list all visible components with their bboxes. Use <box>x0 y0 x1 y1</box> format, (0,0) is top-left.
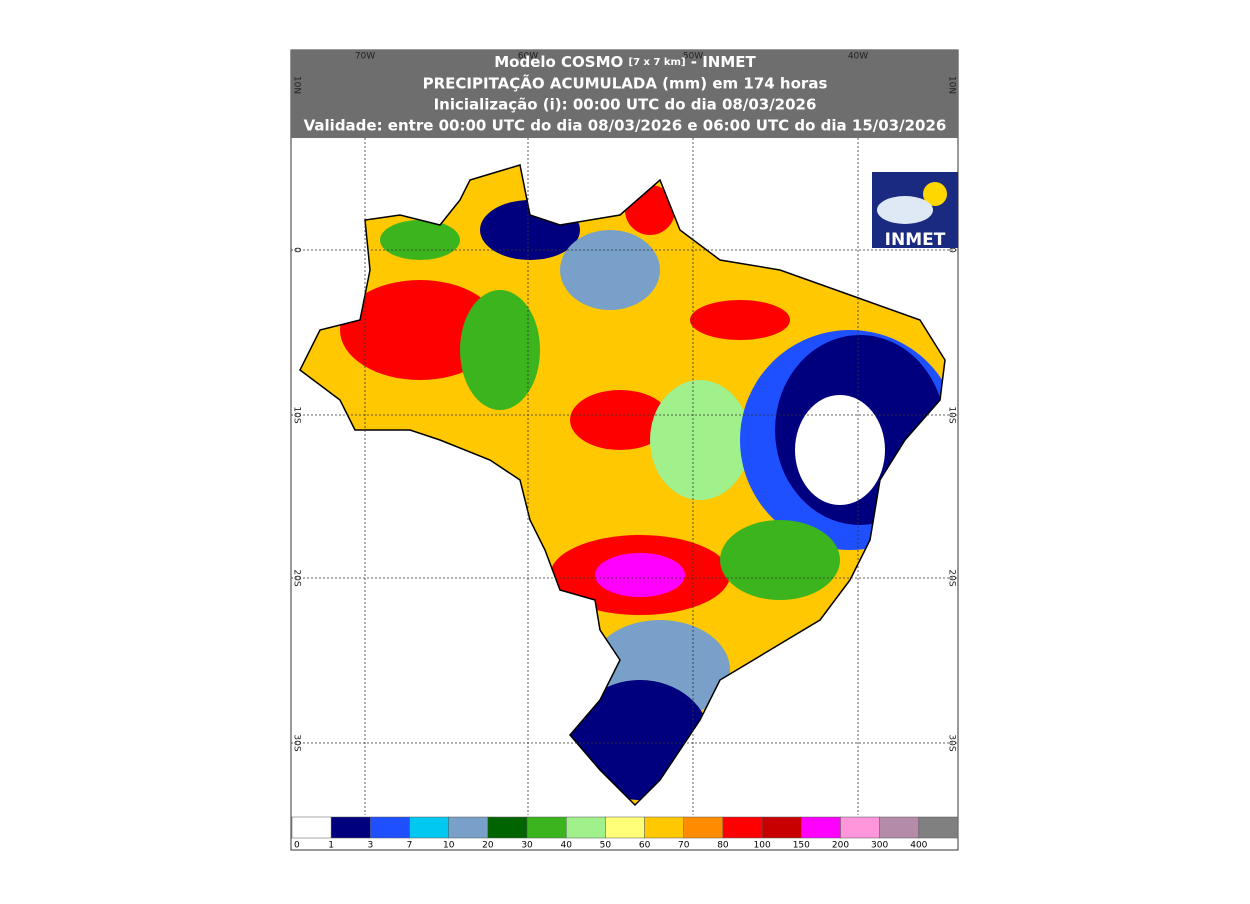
legend-label: 50 <box>600 841 612 851</box>
legend-swatch <box>448 816 489 839</box>
header-line-4: Validade: entre 00:00 UTC do dia 08/03/2… <box>304 117 947 135</box>
lat-label: 0 <box>947 247 957 253</box>
legend-label: 10 <box>443 841 455 851</box>
legend-swatch <box>801 816 841 839</box>
legend-swatch <box>330 816 371 839</box>
legend-label: 80 <box>717 841 729 851</box>
legend-label: 150 <box>793 841 810 851</box>
header-line-1: Modelo COSMO [7 x 7 km] - INMET <box>494 53 756 71</box>
graticule <box>291 138 958 815</box>
legend-swatch <box>840 816 880 839</box>
legend-label: 3 <box>367 841 373 851</box>
lon-label: 70W <box>355 52 375 62</box>
header-bar <box>291 50 958 138</box>
lat-label: 20S <box>292 569 302 586</box>
header-line-2: PRECIPITAÇÃO ACUMULADA (mm) em 174 horas <box>423 74 828 93</box>
lon-label: 60W <box>518 52 538 62</box>
lat-label: 30S <box>947 734 957 751</box>
legend-swatch <box>565 816 606 839</box>
legend-label: 0 <box>294 841 300 851</box>
legend-swatch <box>644 816 685 839</box>
legend-label: 60 <box>639 841 651 851</box>
legend-label: 200 <box>832 841 849 851</box>
legend-swatch <box>918 816 959 839</box>
lon-label: 50W <box>683 52 703 62</box>
legend-label: 7 <box>407 841 413 851</box>
color-legend: 0 1 3 7 10 20 30 40 50 60 70 80 100 150 200 300 400 <box>291 816 959 851</box>
legend-swatch <box>526 816 567 839</box>
lat-label: 30S <box>292 734 302 751</box>
lat-label: 10S <box>292 406 302 423</box>
logo: INMET <box>872 172 958 250</box>
legend-swatch <box>683 816 724 839</box>
legend-swatch <box>761 816 802 839</box>
legend-label: 300 <box>871 841 888 851</box>
logo-text: INMET <box>885 230 946 250</box>
lat-label: 10S <box>947 406 957 423</box>
legend-label: 400 <box>910 841 927 851</box>
legend-label: 100 <box>754 841 771 851</box>
lat-label: 10N <box>947 76 957 94</box>
lat-label: 0 <box>292 247 302 253</box>
legend-label: 30 <box>521 841 533 851</box>
header-line-3: Inicialização (i): 00:00 UTC do dia 08/0… <box>434 96 817 114</box>
legend-label: 20 <box>482 841 494 851</box>
legend-label: 40 <box>561 841 573 851</box>
legend-swatch <box>722 816 763 839</box>
lon-label: 40W <box>848 52 868 62</box>
lat-label: 10N <box>292 76 302 94</box>
legend-swatch <box>487 816 528 839</box>
legend-swatch <box>370 816 410 839</box>
legend-label: 1 <box>328 841 334 851</box>
lat-label: 20S <box>947 569 957 586</box>
legend-swatch <box>605 816 645 839</box>
legend-label: 70 <box>678 841 690 851</box>
legend-swatch <box>291 816 332 839</box>
legend-swatch <box>879 816 920 839</box>
legend-swatch <box>409 816 449 839</box>
